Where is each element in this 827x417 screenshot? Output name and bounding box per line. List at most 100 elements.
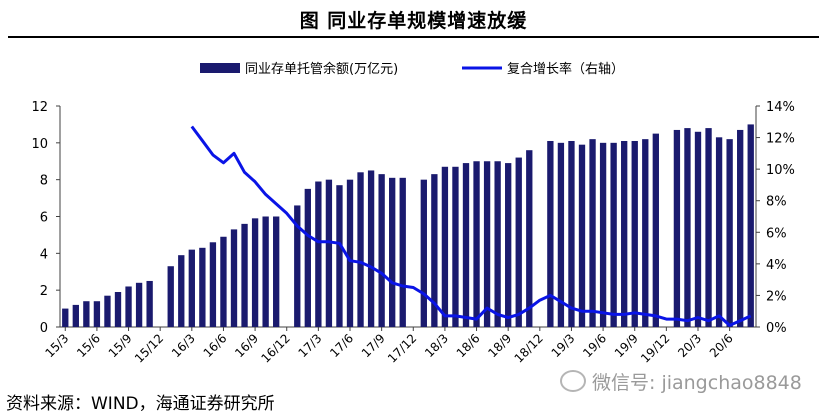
bar	[336, 185, 343, 327]
y-left-tick-label: 0	[40, 321, 48, 336]
x-tick-label: 17/9	[359, 331, 388, 360]
bar	[125, 286, 132, 327]
bar	[135, 282, 143, 327]
bar	[378, 174, 385, 327]
legend: 同业存单托管余额(万亿元) 复合增长率（右轴）	[200, 61, 624, 77]
source-note: 资料来源：WIND，海通证券研究所	[6, 394, 275, 414]
x-tick-label: 16/6	[201, 331, 230, 360]
x-tick-label: 17/6	[327, 331, 356, 360]
bar	[642, 139, 649, 327]
bar	[83, 301, 90, 327]
y-right-tick-label: 12%	[766, 132, 795, 147]
y-left-tick-label: 6	[40, 211, 48, 226]
bar	[167, 266, 174, 327]
x-tick-label: 20/3	[675, 331, 704, 360]
y-left-tick-label: 4	[40, 247, 48, 262]
growth-line	[190, 125, 752, 327]
bar	[93, 301, 101, 327]
bar	[694, 131, 702, 327]
x-tick-label: 19/12	[638, 331, 672, 365]
y-right-tick-label: 8%	[766, 195, 787, 210]
bar	[473, 161, 480, 327]
x-tick-label: 15/12	[132, 331, 166, 365]
chart-title: 图 同业存单规模增速放缓	[299, 10, 528, 32]
bar	[452, 166, 459, 327]
x-tick-label: 15/6	[74, 331, 103, 360]
bar	[389, 177, 396, 327]
y-right-tick-label: 10%	[766, 163, 795, 178]
bar	[599, 142, 607, 327]
bar	[631, 140, 638, 327]
bar	[199, 247, 206, 327]
y-left-tick-label: 2	[40, 284, 48, 299]
bar	[209, 242, 217, 327]
watermark-text: 微信号: jiangchao8848	[592, 372, 802, 394]
bar	[747, 124, 754, 328]
bar	[494, 161, 501, 327]
bar	[220, 236, 227, 327]
legend-bar-label: 同业存单托管余额(万亿元)	[245, 61, 398, 77]
x-tick-label: 17/3	[296, 331, 325, 360]
bar	[568, 140, 575, 327]
bar	[178, 255, 185, 327]
bar	[241, 223, 248, 327]
x-tick-label: 18/6	[454, 331, 483, 360]
x-tick-label: 19/3	[549, 331, 578, 360]
bar	[273, 216, 280, 327]
x-tick-label: 19/6	[580, 331, 609, 360]
bar	[705, 128, 712, 327]
y-right-tick-label: 0%	[766, 321, 787, 336]
bar	[367, 170, 375, 327]
bar	[526, 150, 533, 327]
bar	[315, 181, 322, 327]
x-tick-label: 19/9	[612, 331, 641, 360]
bar	[399, 177, 406, 327]
x-tick-label: 20/6	[707, 331, 736, 360]
x-tick-label: 18/9	[485, 331, 514, 360]
y-right-tick-label: 6%	[766, 226, 787, 241]
x-tick-label: 15/9	[106, 331, 135, 360]
bar	[578, 144, 586, 327]
watermark: 微信号: jiangchao8848	[560, 368, 802, 395]
bar	[146, 280, 153, 327]
x-tick-label: 16/3	[169, 331, 198, 360]
bar	[346, 179, 354, 327]
x-tick-label: 18/12	[512, 331, 546, 365]
y-right-tick-label: 2%	[766, 289, 787, 304]
y-right-tick-label: 14%	[766, 100, 795, 115]
bar	[114, 292, 122, 327]
bar	[294, 205, 301, 327]
bar	[557, 142, 565, 327]
bar	[431, 174, 438, 327]
bar	[610, 142, 617, 327]
x-tick-label: 16/9	[232, 331, 261, 360]
bar	[441, 166, 449, 327]
legend-bar-swatch	[200, 63, 240, 73]
title-rule	[8, 36, 819, 38]
bar	[621, 140, 628, 327]
bar	[737, 129, 744, 327]
bar-series	[62, 124, 754, 328]
x-tick-label: 17/12	[385, 331, 419, 365]
bar	[304, 188, 311, 327]
bar	[104, 295, 111, 327]
bar	[262, 216, 269, 327]
bar	[325, 179, 333, 327]
bar	[684, 128, 691, 327]
bar	[420, 179, 427, 327]
bar	[188, 249, 195, 327]
bar	[515, 157, 522, 327]
bar	[547, 140, 554, 327]
bar	[251, 218, 259, 327]
line-series	[190, 125, 752, 327]
y-left-tick-label: 8	[40, 174, 48, 189]
bar	[62, 308, 69, 327]
y-right-tick-label: 4%	[766, 258, 787, 273]
bar	[652, 133, 659, 327]
bar	[505, 163, 512, 327]
y-left-tick-label: 12	[31, 100, 48, 115]
x-tick-label: 16/12	[258, 331, 292, 365]
bar	[357, 172, 364, 327]
bar	[462, 163, 470, 327]
